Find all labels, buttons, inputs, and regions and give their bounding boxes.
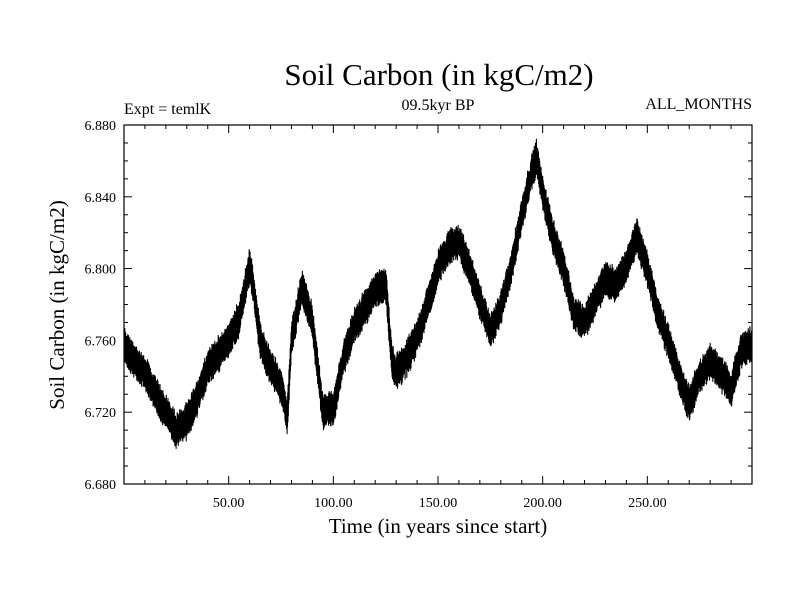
x-tick-label: 150.00 [419, 496, 458, 511]
x-axis-label: Time (in years since start) [329, 514, 548, 538]
months-label: ALL_MONTHS [645, 96, 752, 113]
x-tick-label: 250.00 [628, 496, 667, 511]
x-tick-label: 200.00 [523, 496, 562, 511]
data-series [123, 138, 753, 450]
tick-labels: 50.00 100.00 150.00 200.00 250.00 6.680 6.720 6… [85, 119, 667, 511]
series-line [123, 138, 753, 450]
y-axis-label: Soil Carbon (in kgC/m2) [45, 200, 69, 409]
x-tick-label: 50.00 [213, 496, 245, 511]
experiment-label: Expt = temlK [124, 101, 212, 118]
x-tick-label: 100.00 [314, 496, 353, 511]
y-tick-label: 6.680 [85, 478, 117, 493]
y-tick-label: 6.840 [85, 191, 117, 206]
y-tick-label: 6.880 [85, 119, 117, 134]
y-tick-label: 6.720 [85, 406, 117, 421]
chart-title: Soil Carbon (in kgC/m2) [284, 57, 593, 92]
period-label: 09.5kyr BP [402, 97, 475, 114]
y-tick-label: 6.800 [85, 263, 117, 278]
y-tick-label: 6.760 [85, 334, 117, 349]
